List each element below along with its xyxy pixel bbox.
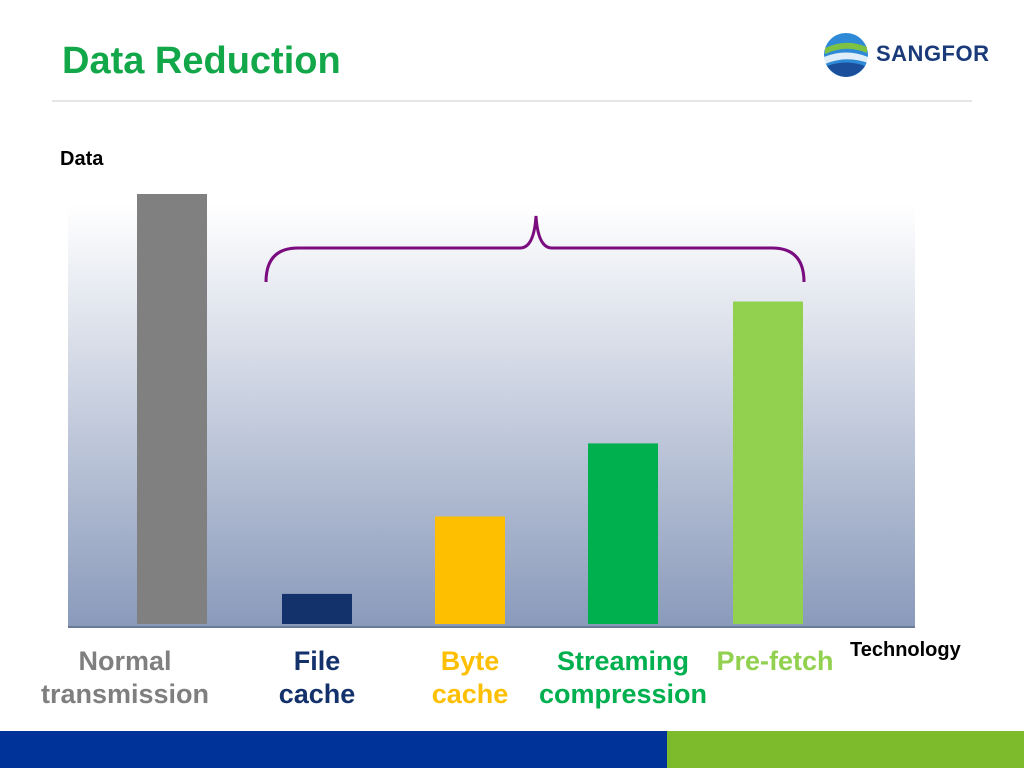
bracket-annotation xyxy=(264,215,806,283)
category-label: Normal transmission xyxy=(40,646,210,709)
company-logo: SANGFOR xyxy=(822,30,989,80)
y-axis-label: Data xyxy=(60,148,104,170)
bar-byte xyxy=(435,516,505,624)
category-label: File cache xyxy=(278,646,356,709)
category-label: Streaming compression xyxy=(538,646,708,709)
bar-streaming xyxy=(588,443,658,624)
logo-text: SANGFOR xyxy=(876,41,990,66)
category-label: Pre-fetch xyxy=(716,646,834,676)
footer-bar-right xyxy=(667,731,1024,768)
title-divider xyxy=(52,100,972,102)
footer-bar-left xyxy=(0,731,667,768)
slide-title: Data Reduction xyxy=(62,40,341,82)
sangfor-globe-icon xyxy=(824,33,868,77)
bar-normal xyxy=(137,194,207,624)
bar-pre-fetch xyxy=(733,301,803,624)
category-label: Byte cache xyxy=(431,646,509,709)
bar-file xyxy=(282,593,352,624)
x-axis-label: Technology xyxy=(850,639,961,661)
